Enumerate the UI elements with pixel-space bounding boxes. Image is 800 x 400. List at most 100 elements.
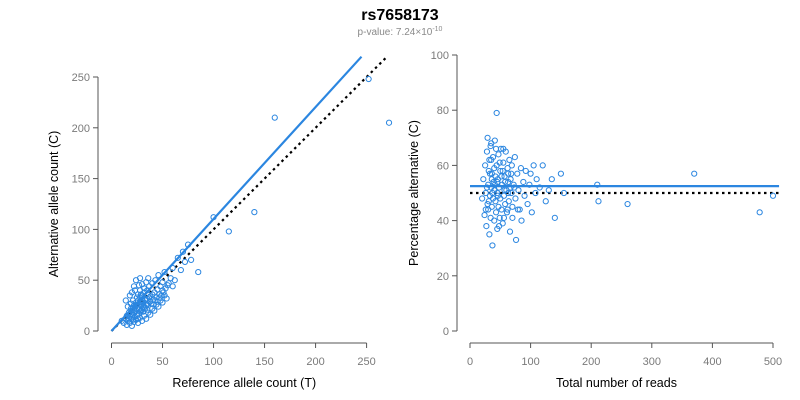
x-tick-label: 150 bbox=[255, 356, 273, 368]
data-point bbox=[624, 200, 631, 208]
data-point bbox=[144, 306, 151, 313]
data-point bbox=[594, 181, 601, 188]
data-point bbox=[482, 162, 489, 169]
data-point bbox=[136, 275, 144, 282]
data-point bbox=[514, 170, 521, 177]
data-point bbox=[129, 316, 137, 323]
data-point bbox=[488, 203, 495, 210]
data-point bbox=[491, 165, 498, 172]
data-point bbox=[143, 302, 150, 309]
y-tick-label: 100 bbox=[431, 50, 449, 62]
data-point bbox=[500, 214, 508, 221]
data-point bbox=[495, 223, 503, 230]
data-point bbox=[491, 217, 498, 224]
chart-subtitle: p-value: 7.24×10-10 bbox=[358, 26, 443, 38]
data-point bbox=[557, 170, 565, 177]
y-tick-label: 20 bbox=[437, 271, 449, 283]
data-point bbox=[171, 277, 178, 284]
x-tick-label: 500 bbox=[764, 356, 782, 368]
data-point bbox=[385, 119, 393, 126]
data-point bbox=[526, 181, 533, 188]
x-tick-label: 250 bbox=[357, 356, 375, 368]
data-point bbox=[122, 297, 129, 304]
data-point bbox=[545, 187, 552, 194]
data-point bbox=[131, 303, 139, 310]
y-tick-label: 40 bbox=[437, 216, 449, 228]
data-point bbox=[499, 167, 506, 175]
left-panel: 0 50 100 150 200 250 0 50 100 150 200 250 Reference … bbox=[47, 55, 393, 390]
data-point bbox=[483, 148, 491, 155]
data-point bbox=[485, 198, 492, 205]
data-point bbox=[127, 311, 134, 318]
y-tick-label: 50 bbox=[78, 275, 90, 287]
data-point bbox=[486, 231, 493, 238]
data-point bbox=[136, 287, 144, 294]
data-point bbox=[522, 167, 529, 175]
data-point bbox=[179, 248, 187, 255]
data-point bbox=[161, 268, 168, 276]
data-point bbox=[516, 206, 523, 213]
data-point bbox=[494, 178, 501, 186]
data-point bbox=[495, 151, 502, 158]
data-point bbox=[225, 228, 232, 235]
data-point bbox=[139, 297, 146, 304]
x-tick-label: 200 bbox=[582, 356, 600, 368]
data-point bbox=[169, 283, 176, 290]
right-panel: 0 100 200 300 400 500 0 20 40 60 80 100 Total number… bbox=[407, 50, 782, 390]
data-point bbox=[532, 189, 539, 197]
data-point bbox=[769, 192, 777, 199]
data-point bbox=[271, 114, 278, 121]
data-point bbox=[533, 176, 540, 183]
data-point bbox=[483, 184, 491, 191]
data-point bbox=[502, 200, 509, 208]
y-tick-label: 60 bbox=[437, 160, 449, 172]
data-point bbox=[505, 170, 512, 177]
data-point bbox=[496, 214, 503, 221]
pvalue-exponent: -10 bbox=[432, 26, 442, 33]
y-tick-label: 0 bbox=[84, 326, 90, 338]
y-tick-label: 0 bbox=[443, 326, 449, 338]
data-point bbox=[520, 178, 527, 186]
data-point bbox=[512, 195, 519, 202]
data-point bbox=[487, 214, 494, 221]
data-point bbox=[184, 241, 192, 248]
data-point bbox=[511, 154, 518, 161]
data-point bbox=[174, 254, 181, 261]
data-point bbox=[165, 280, 172, 287]
data-point bbox=[130, 283, 138, 290]
y-tick-label: 250 bbox=[72, 72, 90, 84]
data-point bbox=[507, 184, 514, 191]
data-point bbox=[493, 109, 500, 117]
data-point bbox=[512, 236, 520, 244]
data-point bbox=[154, 286, 161, 293]
data-point bbox=[528, 209, 535, 216]
data-point bbox=[162, 285, 169, 292]
data-point bbox=[489, 242, 496, 249]
data-point bbox=[133, 312, 141, 319]
reference-line bbox=[110, 55, 388, 332]
data-point bbox=[137, 291, 145, 298]
x-tick-label: 0 bbox=[108, 356, 114, 368]
data-point bbox=[503, 209, 511, 216]
data-point bbox=[481, 211, 488, 219]
data-point bbox=[500, 159, 507, 166]
data-point bbox=[155, 272, 162, 279]
data-point bbox=[506, 156, 513, 163]
data-point bbox=[489, 189, 496, 197]
data-point bbox=[146, 294, 153, 301]
data-point bbox=[530, 162, 537, 169]
data-point bbox=[156, 294, 163, 301]
x-axis-title: Reference allele count (T) bbox=[172, 376, 316, 390]
data-point bbox=[177, 266, 184, 274]
data-point bbox=[133, 294, 141, 301]
data-point bbox=[151, 307, 158, 314]
data-point bbox=[502, 178, 509, 186]
data-point bbox=[498, 206, 505, 213]
data-point bbox=[133, 301, 141, 308]
data-point bbox=[508, 170, 515, 177]
data-point bbox=[365, 75, 372, 83]
data-point bbox=[517, 165, 525, 172]
data-point bbox=[514, 206, 521, 213]
data-point bbox=[539, 162, 546, 169]
